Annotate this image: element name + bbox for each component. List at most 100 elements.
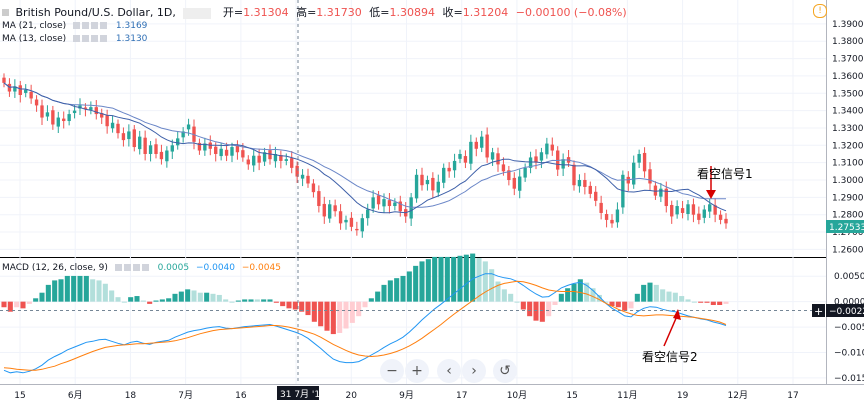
candle-body	[230, 147, 234, 156]
macd-hist-bar	[311, 301, 317, 322]
macd-hist-bar	[159, 299, 165, 302]
candle-body	[670, 204, 674, 217]
candle-body	[414, 174, 419, 199]
macd-hist-bar	[457, 255, 463, 302]
macd-hist-bar	[229, 301, 235, 303]
macd-hist-bar	[622, 301, 628, 311]
candle-body	[675, 206, 679, 215]
macd-histogram	[1, 253, 729, 335]
macd-hist-bar	[723, 301, 729, 304]
scroll-right-button[interactable]: ›	[462, 359, 486, 383]
grid	[0, 0, 826, 384]
macd-hist-bar	[432, 256, 438, 302]
close-icon[interactable]	[91, 22, 99, 29]
close-value: 1.31204	[462, 6, 509, 19]
macd-hist-bar	[558, 293, 564, 302]
candle-body	[512, 177, 516, 189]
more-icon[interactable]	[100, 35, 108, 42]
zoom-in-button[interactable]: +	[405, 359, 429, 383]
macd-hist-bar	[368, 298, 374, 302]
candle-body	[572, 164, 576, 186]
candle-body	[176, 138, 180, 146]
candle-body	[366, 209, 370, 219]
candle-body	[713, 205, 717, 215]
candle-body	[425, 180, 430, 185]
settings-icon[interactable]	[123, 264, 131, 271]
reset-view-button[interactable]: ↺	[493, 359, 517, 383]
macd-hist-bar	[83, 275, 89, 302]
candle-body	[344, 219, 348, 223]
low-value: 1.30894	[389, 6, 436, 19]
macd-hist-bar	[337, 301, 343, 333]
candle-body	[165, 150, 169, 162]
macd-hist-bar	[501, 289, 507, 302]
more-icon[interactable]	[141, 264, 149, 271]
candle-body	[387, 200, 392, 207]
price-tick-label: 1.32000	[832, 141, 864, 151]
eye-icon[interactable]	[114, 264, 122, 271]
add-level-button[interactable]	[812, 304, 825, 317]
macd-hist-bar	[242, 299, 248, 302]
macd-hist-bar	[185, 289, 191, 302]
symbol-legend[interactable]: British Pound/U.S. Dollar, 1D, 开=1.31304…	[2, 4, 627, 20]
candle-body	[697, 213, 701, 220]
macd-hist-bar	[508, 293, 514, 302]
candle-body	[110, 122, 115, 129]
candle-body	[648, 169, 652, 184]
macd-hist-bar	[596, 294, 602, 302]
candle-body	[170, 145, 174, 152]
eye-icon[interactable]	[73, 35, 81, 42]
macd-hist-bar	[235, 300, 241, 302]
macd-hist-bar	[698, 301, 704, 303]
settings-icon[interactable]	[82, 35, 90, 42]
candle-body	[290, 158, 294, 168]
macd-hist-bar	[140, 300, 146, 302]
candle-body	[474, 141, 478, 149]
settings-icon[interactable]	[82, 22, 90, 29]
candle-body	[615, 209, 620, 223]
collapse-icon[interactable]	[2, 9, 9, 16]
macd-hist-bar	[533, 301, 539, 321]
ma13-legend[interactable]: MA (13, close) 1.3130	[2, 34, 147, 44]
candle-body	[447, 167, 451, 172]
macd-hist-bar	[482, 261, 488, 302]
macd-hist-bar	[134, 296, 140, 302]
candle-body	[637, 153, 641, 163]
macd-hist-bar	[267, 299, 273, 302]
more-icon[interactable]	[100, 22, 108, 29]
macd-hist-bar	[660, 289, 666, 302]
macd-hist-bar	[58, 279, 64, 302]
change-value: −0.00100 (−0.08%)	[515, 6, 627, 19]
macd-hist-bar	[1, 301, 7, 308]
zoom-out-button[interactable]: −	[380, 359, 404, 383]
eye-icon[interactable]	[73, 22, 81, 29]
close-icon[interactable]	[91, 35, 99, 42]
macd-hist-bar	[178, 291, 184, 302]
macd-hist-bar	[343, 301, 349, 329]
candle-body	[528, 157, 533, 168]
candle-body	[507, 170, 511, 181]
close-icon[interactable]	[132, 264, 140, 271]
time-tick-label: 17	[787, 391, 798, 401]
scroll-left-button[interactable]: ‹	[437, 359, 461, 383]
price-tick-label: 1.33000	[832, 124, 864, 134]
macd-legend[interactable]: MACD (12, 26, close, 9) 0.0005 −0.0040 −…	[2, 263, 281, 273]
crosshair-time-tag	[277, 386, 319, 400]
candle-body	[371, 197, 375, 209]
alert-icon[interactable]: !	[813, 4, 827, 18]
candle-body	[349, 217, 354, 227]
macd-hist-bar	[204, 292, 210, 302]
candle-body	[18, 85, 22, 96]
plus-icon: +	[814, 305, 823, 318]
candle-body	[539, 152, 544, 161]
macd-hist-bar	[153, 300, 159, 302]
candle-body	[279, 155, 283, 161]
price-tick-label: 1.34000	[832, 107, 864, 117]
candle-body	[72, 110, 77, 114]
candle-body	[382, 199, 386, 207]
ma21-legend[interactable]: MA (21, close) 1.3169	[2, 21, 147, 31]
macd-hist-bar	[514, 301, 520, 303]
